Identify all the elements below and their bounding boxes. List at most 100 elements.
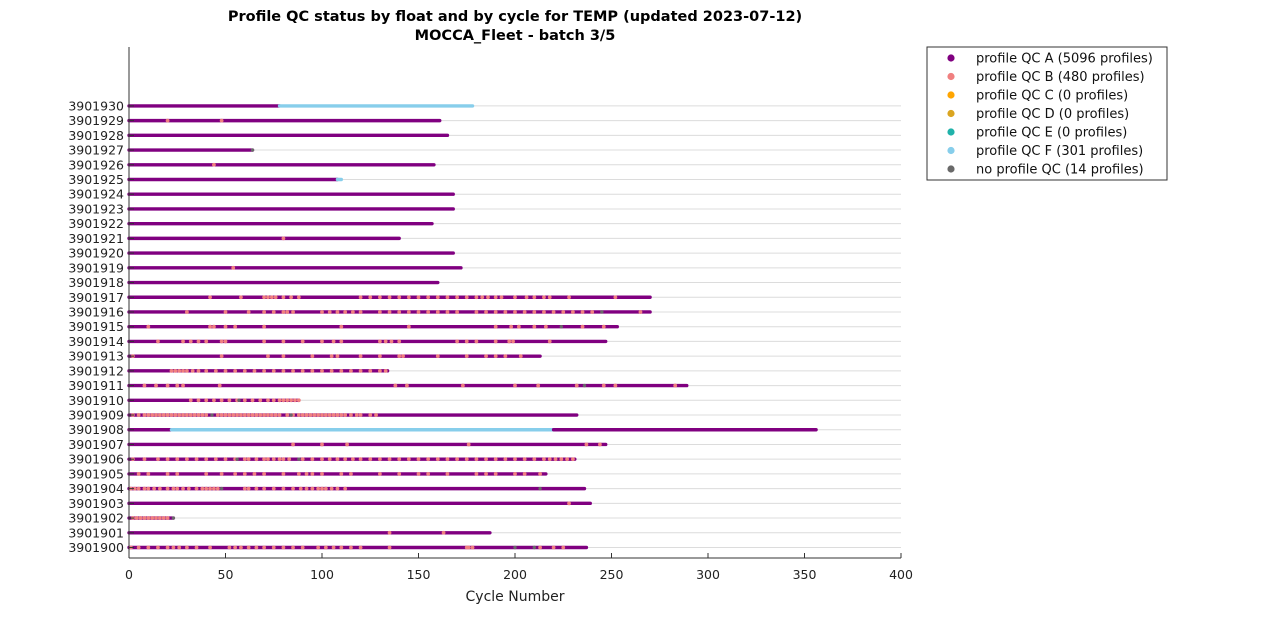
y-tick-label: 3901903 (68, 496, 124, 511)
qc-b-marker (219, 398, 224, 403)
qc-b-marker (154, 413, 158, 417)
qc-b-marker (188, 398, 193, 403)
qc-b-marker (287, 457, 292, 462)
x-tick-label: 400 (889, 567, 913, 582)
qc-b-marker (320, 368, 324, 373)
no-qc-marker (532, 545, 536, 550)
qc-b-marker (532, 310, 537, 314)
no-qc-marker (582, 383, 587, 388)
qc-b-marker (493, 457, 498, 462)
qc-b-marker (185, 310, 189, 314)
qc-b-marker (327, 457, 332, 462)
no-qc-marker (250, 148, 255, 152)
qc-b-marker (511, 339, 515, 344)
x-tick-label: 350 (793, 567, 817, 582)
qc-b-marker (335, 486, 340, 491)
qc-markers (129, 118, 678, 550)
qc-b-marker (598, 442, 602, 447)
qc-b-marker (416, 295, 421, 300)
qc-b-marker (466, 545, 471, 550)
qc-b-marker (136, 472, 141, 476)
qc-b-marker (171, 486, 176, 491)
qc-b-marker (242, 398, 247, 403)
legend-label: profile QC C (0 profiles) (976, 89, 1128, 104)
qc-b-marker (246, 457, 251, 462)
y-tick-label: 3901921 (68, 231, 124, 246)
qc-b-marker (358, 295, 363, 300)
legend-marker (947, 109, 955, 118)
qc-b-marker (175, 486, 180, 491)
qc-b-marker (204, 339, 209, 344)
y-tick-label: 3901909 (68, 408, 124, 423)
qc-b-marker (300, 413, 305, 417)
qc-b-marker (613, 295, 618, 300)
qc-b-marker (435, 354, 440, 359)
qc-b-marker (551, 545, 556, 550)
qc-b-marker (538, 545, 542, 550)
qc-b-marker (134, 516, 139, 520)
qc-b-marker (156, 457, 160, 462)
qc-b-marker (285, 413, 290, 417)
qc-b-marker (161, 413, 166, 417)
qc-b-marker (227, 413, 232, 417)
qc-b-marker (339, 545, 344, 550)
qc-b-marker (175, 457, 180, 462)
qc-b-marker (281, 457, 286, 462)
qc-b-marker (291, 310, 295, 314)
qc-b-marker (335, 310, 340, 314)
qc-b-marker (185, 545, 189, 550)
qc-b-marker (246, 413, 251, 417)
y-tick-label: 3901928 (68, 128, 124, 143)
qc-b-marker (204, 368, 209, 373)
qc-b-marker (281, 472, 286, 476)
qc-b-marker (146, 486, 151, 491)
qc-b-marker (542, 310, 546, 314)
qc-b-marker (464, 339, 469, 344)
qc-b-marker (426, 295, 431, 300)
qc-b-marker (532, 457, 537, 462)
qc-b-marker (532, 295, 537, 300)
qc-b-marker (242, 413, 247, 417)
qc-b-marker (173, 368, 178, 373)
qc-b-marker (343, 310, 348, 314)
qc-b-marker (281, 368, 286, 373)
qc-b-marker (349, 545, 353, 550)
no-qc-marker (600, 310, 604, 314)
qc-b-marker (208, 486, 212, 491)
qc-b-marker (181, 339, 185, 344)
qc-b-marker (204, 472, 209, 476)
qc-b-marker (165, 486, 170, 491)
qc-b-marker (310, 368, 315, 373)
x-tick-label: 0 (125, 567, 133, 582)
y-tick-label: 3901911 (68, 378, 124, 393)
chart-title: Profile QC status by float and by cycle … (228, 9, 802, 25)
qc-b-marker (387, 457, 392, 462)
legend-marker (947, 165, 955, 173)
qc-b-marker (565, 457, 570, 462)
qc-b-marker (536, 383, 541, 388)
qc-b-marker (405, 383, 409, 388)
qc-b-marker (499, 295, 504, 300)
qc-b-marker (219, 472, 224, 476)
qc-b-marker (387, 310, 392, 314)
qc-b-marker (464, 354, 469, 359)
qc-b-marker (136, 413, 141, 417)
qc-b-marker (281, 339, 286, 344)
legend-marker (947, 146, 955, 155)
qc-b-marker (368, 457, 373, 462)
qc-b-marker (320, 486, 324, 491)
x-tick-label: 100 (310, 567, 334, 582)
qc-b-marker (312, 413, 317, 417)
qc-b-marker (378, 368, 382, 373)
qc-b-marker (571, 457, 575, 462)
qc-b-marker (601, 383, 606, 388)
qc-b-marker (217, 383, 222, 388)
qc-b-marker (271, 545, 276, 550)
qc-b-marker (285, 398, 290, 403)
legend-marker (947, 91, 955, 99)
qc-b-marker (567, 295, 571, 300)
qc-b-marker (296, 413, 301, 417)
qc-b-marker (378, 457, 382, 462)
qc-b-marker (246, 486, 251, 491)
